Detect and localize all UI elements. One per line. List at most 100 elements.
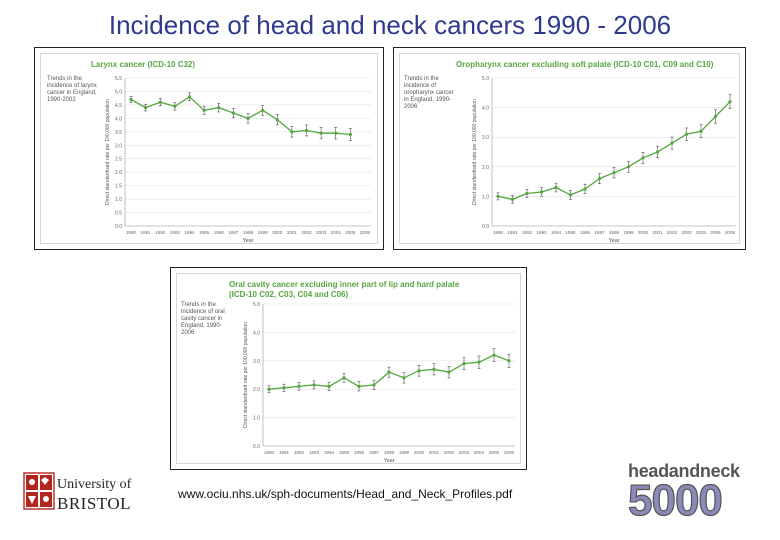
data-point (231, 111, 235, 115)
y-tick-label: 1.0 (482, 194, 489, 200)
data-point (728, 100, 732, 104)
x-tick-label: 2003 (459, 450, 470, 455)
x-tick-label: 1993 (170, 230, 181, 235)
data-point (202, 108, 206, 112)
x-tick-label: 2000 (272, 230, 283, 235)
x-tick-label: 1994 (184, 230, 195, 235)
x-tick-label: 1995 (199, 230, 210, 235)
data-point (357, 384, 361, 388)
x-tick-label: 1996 (354, 450, 365, 455)
data-point (539, 190, 544, 194)
y-tick-label: 1.0 (115, 197, 122, 203)
data-point (173, 104, 177, 108)
x-tick-label: 1991 (507, 230, 518, 235)
x-tick-label: 2006 (360, 230, 371, 235)
y-axis-title: Direct standardised rate per 100,000 pop… (472, 99, 478, 205)
x-axis-title: Year (242, 238, 253, 244)
y-tick-label: 5.0 (482, 76, 489, 82)
oral-cavity-plot: 0.0 1.0 2.0 3.0 4.0 5.0 1990 1991 1992 1993 1994 19… (243, 302, 515, 464)
data-point (312, 383, 316, 387)
x-tick-label: 2002 (667, 230, 678, 235)
data-point (267, 387, 271, 391)
x-tick-label: 1999 (258, 230, 269, 235)
y-tick-label: 0.0 (253, 444, 260, 450)
y-tick-label: 2.0 (253, 387, 260, 393)
data-point (387, 370, 391, 374)
y-tick-label: 4.0 (253, 330, 260, 336)
y-tick-label: 4.0 (115, 116, 122, 122)
data-point (275, 118, 279, 122)
x-tick-label: 1999 (399, 450, 410, 455)
x-tick-label: 2004 (474, 450, 485, 455)
x-tick-label: 1998 (384, 450, 395, 455)
x-tick-label: 2005 (345, 230, 356, 235)
larynx-chart-description: Trends in the incidence of larynx cancer… (47, 76, 97, 103)
data-point (144, 106, 148, 110)
data-point (319, 131, 323, 135)
x-tick-label: 1998 (243, 230, 254, 235)
headandneck-logo-line1: headandneck (628, 461, 740, 481)
x-tick-label: 2006 (725, 230, 736, 235)
oral-cavity-chart-panel: Oral cavity cancer excluding inner part … (170, 267, 527, 470)
x-tick-label: 1992 (294, 450, 305, 455)
data-point (282, 386, 286, 390)
data-point (217, 106, 221, 110)
data-point (583, 187, 587, 191)
x-tick-label: 1990 (264, 450, 275, 455)
x-tick-label: 1995 (565, 230, 576, 235)
data-point (158, 100, 162, 104)
data-point (655, 150, 660, 154)
x-tick-label: 1996 (214, 230, 225, 235)
x-axis-title: Year (608, 238, 619, 244)
data-point (492, 353, 496, 357)
x-tick-label: 1997 (228, 230, 239, 235)
x-tick-label: 1990 (493, 230, 504, 235)
x-tick-label: 1999 (623, 230, 634, 235)
source-url: www.ociu.nhs.uk/sph-documents/Head_and_N… (178, 487, 513, 501)
x-tick-label: 1997 (369, 450, 380, 455)
x-tick-label: 1994 (551, 230, 562, 235)
data-point (641, 156, 645, 160)
data-point (432, 367, 436, 371)
x-tick-label: 2001 (287, 230, 298, 235)
data-point (304, 128, 309, 133)
y-tick-label: 2.5 (115, 157, 122, 163)
x-tick-label: 1992 (155, 230, 166, 235)
data-point (290, 130, 294, 134)
x-tick-label: 1998 (609, 230, 620, 235)
y-tick-label: 0.0 (115, 224, 122, 230)
data-point (447, 370, 451, 374)
data-point (402, 376, 406, 380)
y-tick-label: 3.0 (482, 135, 489, 141)
data-point (554, 185, 558, 190)
data-point (626, 165, 631, 169)
y-tick-label: 1.5 (115, 184, 122, 190)
x-tick-label: 2005 (489, 450, 500, 455)
data-point (612, 171, 616, 175)
data-point (129, 97, 133, 102)
data-point (496, 194, 500, 198)
x-tick-label: 2000 (414, 450, 425, 455)
bristol-logo-line2: BRISTOL (57, 494, 132, 513)
x-tick-label: 1991 (279, 450, 290, 455)
larynx-plot: 0.0 0.5 1.0 1.5 2.0 2.5 3.0 3.5 4.0 4.5 5.0 5.5 1990… (105, 76, 371, 244)
data-point (568, 193, 573, 197)
data-point (372, 383, 376, 387)
y-tick-label: 5.0 (115, 89, 122, 95)
x-tick-label: 2002 (444, 450, 455, 455)
x-tick-label: 2006 (504, 450, 515, 455)
x-tick-label: 2004 (696, 230, 707, 235)
oropharynx-chart-title: Oropharynx cancer excluding soft palate … (456, 60, 714, 69)
y-tick-label: 5.5 (115, 76, 122, 82)
y-tick-label: 4.5 (115, 103, 122, 109)
y-tick-label: 3.0 (253, 359, 260, 365)
slide-title: Incidence of head and neck cancers 1990 … (108, 10, 672, 40)
data-point (348, 132, 352, 137)
data-point (462, 362, 466, 366)
larynx-chart-panel: Larynx cancer (ICD-10 C32) Trends in the… (34, 47, 384, 250)
x-tick-label: 1996 (580, 230, 591, 235)
x-tick-label: 1991 (141, 230, 152, 235)
headandneck-logo-line2: 5000 (627, 475, 723, 525)
series-line (130, 95, 351, 136)
